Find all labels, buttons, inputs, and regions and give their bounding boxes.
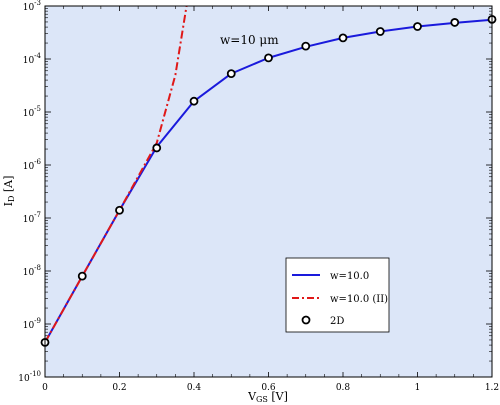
- legend-marker-2d: [301, 315, 311, 325]
- y-tick-label: 10-3: [23, 0, 41, 13]
- x-tick-label: 0.4: [187, 383, 202, 393]
- y-tick-label: 10-10: [18, 370, 41, 384]
- x-tick-label: 1: [415, 383, 421, 393]
- y-tick-label: 10-5: [23, 105, 41, 119]
- data-point-2d: [152, 143, 162, 153]
- data-point-2d: [115, 205, 124, 215]
- y-tick-label: 10-7: [23, 211, 41, 225]
- y-tick-label: 10-9: [23, 317, 41, 331]
- data-point-2d: [301, 41, 311, 51]
- plot-area: [45, 6, 492, 377]
- legend-label-w10: w=10.0: [330, 271, 369, 282]
- x-tick-label: 1.2: [485, 383, 499, 393]
- y-tick-label: 10-8: [23, 264, 41, 278]
- legend-label-w10-ii: w=10.0 (II): [330, 294, 388, 305]
- x-tick-label: 0.8: [336, 383, 351, 393]
- y-axis-label: ID [A]: [2, 176, 16, 207]
- y-tick-label: 10-6: [23, 158, 42, 172]
- y-tick-labels: 10-10 10-9 10-8 10-7 10-6 10-5 10-4 10-3: [18, 0, 41, 384]
- width-annotation: w=10 μm: [220, 33, 279, 47]
- legend: w=10.0 w=10.0 (II) 2D: [285, 257, 390, 333]
- x-tick-label: 0.2: [112, 383, 126, 393]
- x-tick-label: 0: [42, 383, 48, 393]
- data-point-2d: [338, 33, 348, 43]
- data-point-2d: [413, 22, 422, 31]
- data-point-2d: [189, 96, 199, 106]
- legend-label-2d: 2D: [330, 316, 344, 327]
- plot-frame: [44, 5, 493, 378]
- x-tick-label: 0.6: [261, 383, 276, 393]
- data-point-2d: [375, 27, 385, 36]
- markers-layer: [40, 14, 497, 347]
- x-axis-label: VGS [V]: [247, 390, 288, 404]
- data-point-2d: [450, 18, 460, 27]
- x-tick-labels: 0 0.2 0.4 0.6 0.8 1 1.2: [42, 383, 499, 393]
- data-point-2d: [77, 271, 87, 281]
- series-line-1: [45, 6, 188, 343]
- data-point-2d: [264, 53, 273, 63]
- y-tick-label: 10-4: [23, 52, 42, 66]
- data-point-2d: [226, 69, 236, 79]
